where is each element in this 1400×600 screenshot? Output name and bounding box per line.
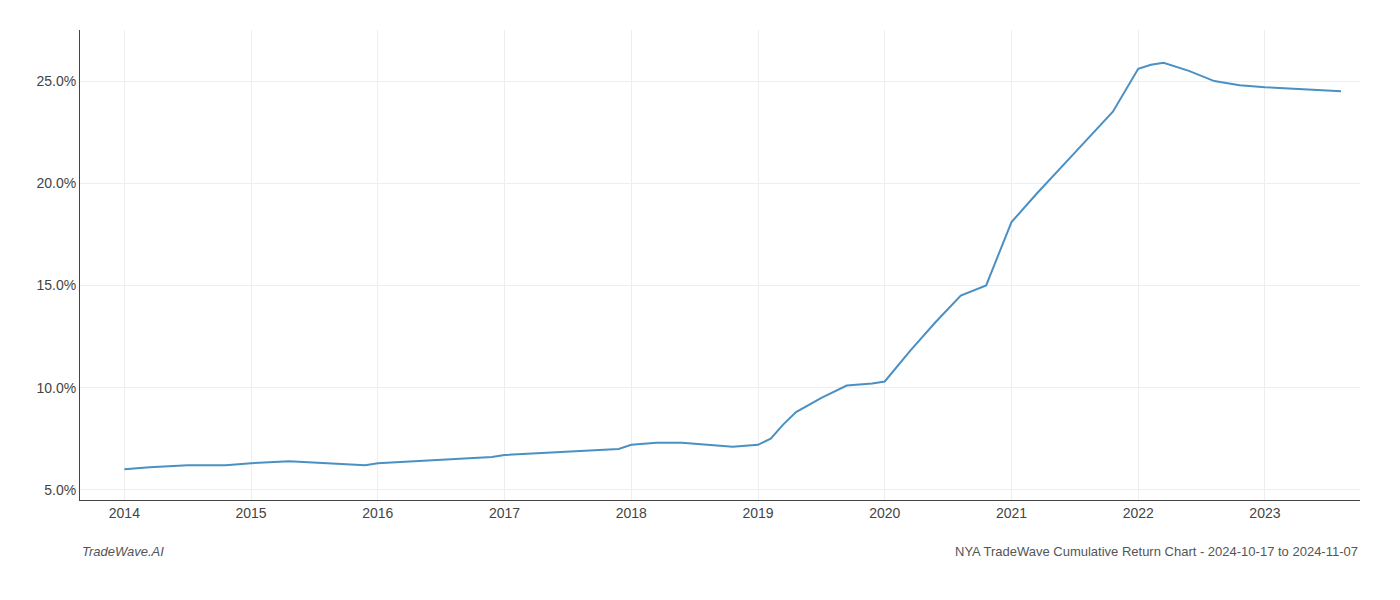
svg-text:2014: 2014 [109, 505, 140, 521]
svg-text:2022: 2022 [1123, 505, 1154, 521]
svg-text:NYA TradeWave Cumulative Retur: NYA TradeWave Cumulative Return Chart - … [955, 544, 1358, 559]
svg-text:2017: 2017 [489, 505, 520, 521]
svg-text:5.0%: 5.0% [44, 482, 76, 498]
svg-text:2015: 2015 [236, 505, 267, 521]
svg-text:15.0%: 15.0% [36, 277, 76, 293]
svg-text:TradeWave.AI: TradeWave.AI [82, 544, 164, 559]
svg-text:25.0%: 25.0% [36, 73, 76, 89]
svg-text:2021: 2021 [996, 505, 1027, 521]
svg-text:2023: 2023 [1249, 505, 1280, 521]
svg-text:10.0%: 10.0% [36, 380, 76, 396]
svg-text:2016: 2016 [362, 505, 393, 521]
svg-text:2020: 2020 [869, 505, 900, 521]
svg-text:20.0%: 20.0% [36, 175, 76, 191]
svg-text:2018: 2018 [616, 505, 647, 521]
svg-text:2019: 2019 [742, 505, 773, 521]
